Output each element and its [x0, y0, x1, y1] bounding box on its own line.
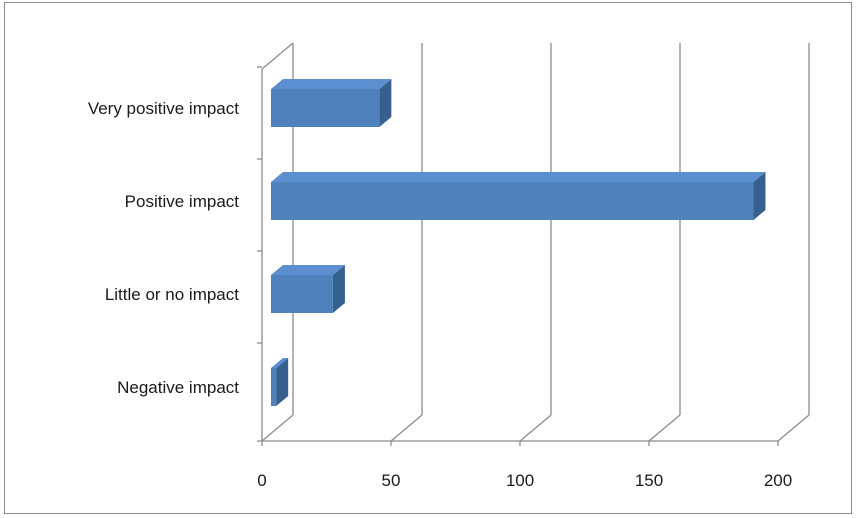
- bar-top: [271, 79, 392, 89]
- floor-gridline: [519, 414, 552, 442]
- bar: [271, 182, 754, 220]
- bar: [271, 275, 333, 313]
- floor-gridline: [261, 414, 294, 442]
- x-tick-label: 150: [635, 471, 663, 490]
- side-wall-top-edge: [261, 42, 294, 70]
- x-tick-label: 0: [257, 471, 266, 490]
- bar: [271, 89, 380, 127]
- bar-side: [332, 265, 345, 313]
- category-label: Negative impact: [117, 378, 239, 397]
- bar-chart: 0 50 100 150 200 Very positive impact Positive…: [88, 42, 810, 490]
- chart-frame: 0 50 100 150 200 Very positive impact Positive…: [4, 2, 852, 514]
- x-tick-label: 100: [506, 471, 534, 490]
- x-tick-label: 200: [764, 471, 792, 490]
- category-label: Very positive impact: [88, 99, 239, 118]
- bar-top: [271, 358, 289, 368]
- bar-side: [379, 79, 392, 127]
- floor-gridline: [390, 414, 423, 442]
- bar: [271, 368, 277, 406]
- bar-top: [271, 172, 766, 182]
- category-label: Little or no impact: [105, 285, 239, 304]
- category-label: Positive impact: [125, 192, 240, 211]
- bar-side: [753, 172, 766, 220]
- bar-top: [271, 265, 345, 275]
- bar-side: [276, 358, 289, 406]
- floor-gridline: [648, 414, 681, 442]
- x-tick-label: 50: [382, 471, 401, 490]
- floor-gridline: [777, 414, 810, 442]
